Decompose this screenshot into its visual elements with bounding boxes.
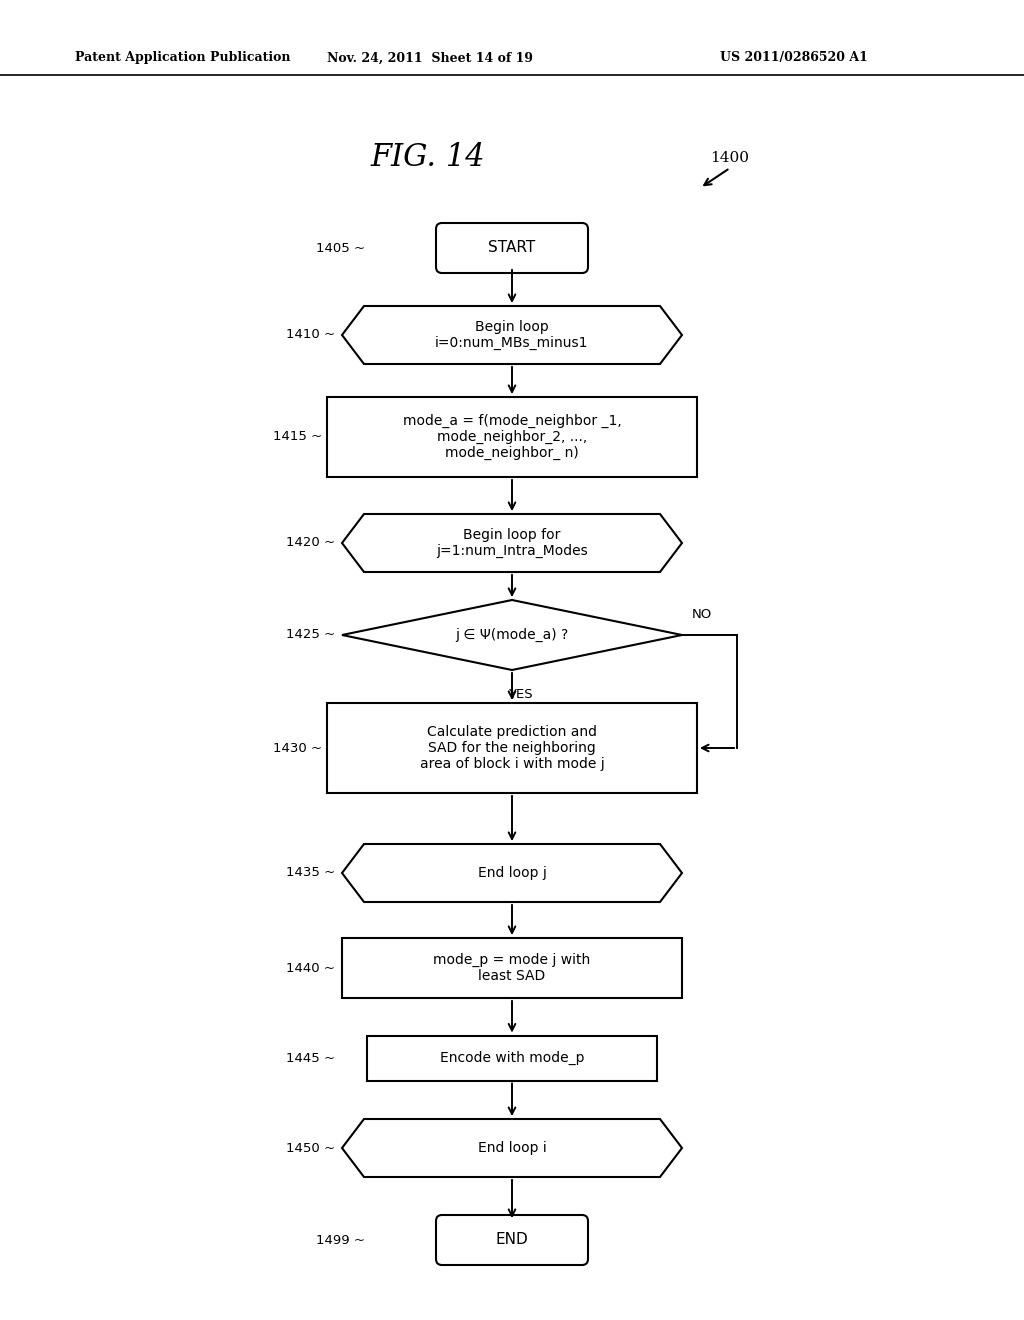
Text: START: START [488, 240, 536, 256]
Text: 1435 ~: 1435 ~ [286, 866, 335, 879]
Text: 1450 ~: 1450 ~ [286, 1142, 335, 1155]
Text: mode_a = f(mode_neighbor _1,
mode_neighbor_2, ...,
mode_neighbor_ n): mode_a = f(mode_neighbor _1, mode_neighb… [402, 413, 622, 461]
Text: 1425 ~: 1425 ~ [286, 628, 335, 642]
Text: 1445 ~: 1445 ~ [286, 1052, 335, 1064]
Polygon shape [342, 843, 682, 902]
Text: Encode with mode_p: Encode with mode_p [439, 1051, 585, 1065]
Text: 1410 ~: 1410 ~ [286, 329, 335, 342]
Text: NO: NO [692, 609, 713, 622]
Text: FIG. 14: FIG. 14 [370, 143, 484, 173]
Bar [327, 397, 697, 477]
FancyBboxPatch shape [436, 223, 588, 273]
Text: 1400: 1400 [710, 150, 749, 165]
Text: US 2011/0286520 A1: US 2011/0286520 A1 [720, 51, 868, 65]
Text: Patent Application Publication: Patent Application Publication [75, 51, 291, 65]
Text: Nov. 24, 2011  Sheet 14 of 19: Nov. 24, 2011 Sheet 14 of 19 [327, 51, 534, 65]
Bar [367, 1035, 657, 1081]
Text: YES: YES [508, 688, 532, 701]
Text: 1420 ~: 1420 ~ [286, 536, 335, 549]
FancyBboxPatch shape [436, 1214, 588, 1265]
Text: 1405 ~: 1405 ~ [315, 242, 365, 255]
Polygon shape [342, 601, 682, 671]
Polygon shape [342, 306, 682, 364]
Text: Begin loop for
j=1:num_Intra_Modes: Begin loop for j=1:num_Intra_Modes [436, 528, 588, 558]
Text: j ∈ Ψ(mode_a) ?: j ∈ Ψ(mode_a) ? [456, 628, 568, 642]
Text: END: END [496, 1233, 528, 1247]
Text: 1499 ~: 1499 ~ [316, 1233, 365, 1246]
Text: 1430 ~: 1430 ~ [272, 742, 322, 755]
Text: End loop i: End loop i [477, 1140, 547, 1155]
Text: 1440 ~: 1440 ~ [286, 961, 335, 974]
Text: Begin loop
i=0:num_MBs_minus1: Begin loop i=0:num_MBs_minus1 [435, 319, 589, 350]
Text: Calculate prediction and
SAD for the neighboring
area of block i with mode j: Calculate prediction and SAD for the nei… [420, 725, 604, 771]
Text: End loop j: End loop j [477, 866, 547, 880]
Polygon shape [342, 513, 682, 572]
Text: 1415 ~: 1415 ~ [272, 430, 322, 444]
Polygon shape [342, 1119, 682, 1177]
Bar [327, 704, 697, 793]
Text: mode_p = mode j with
least SAD: mode_p = mode j with least SAD [433, 953, 591, 983]
Bar [342, 939, 682, 998]
